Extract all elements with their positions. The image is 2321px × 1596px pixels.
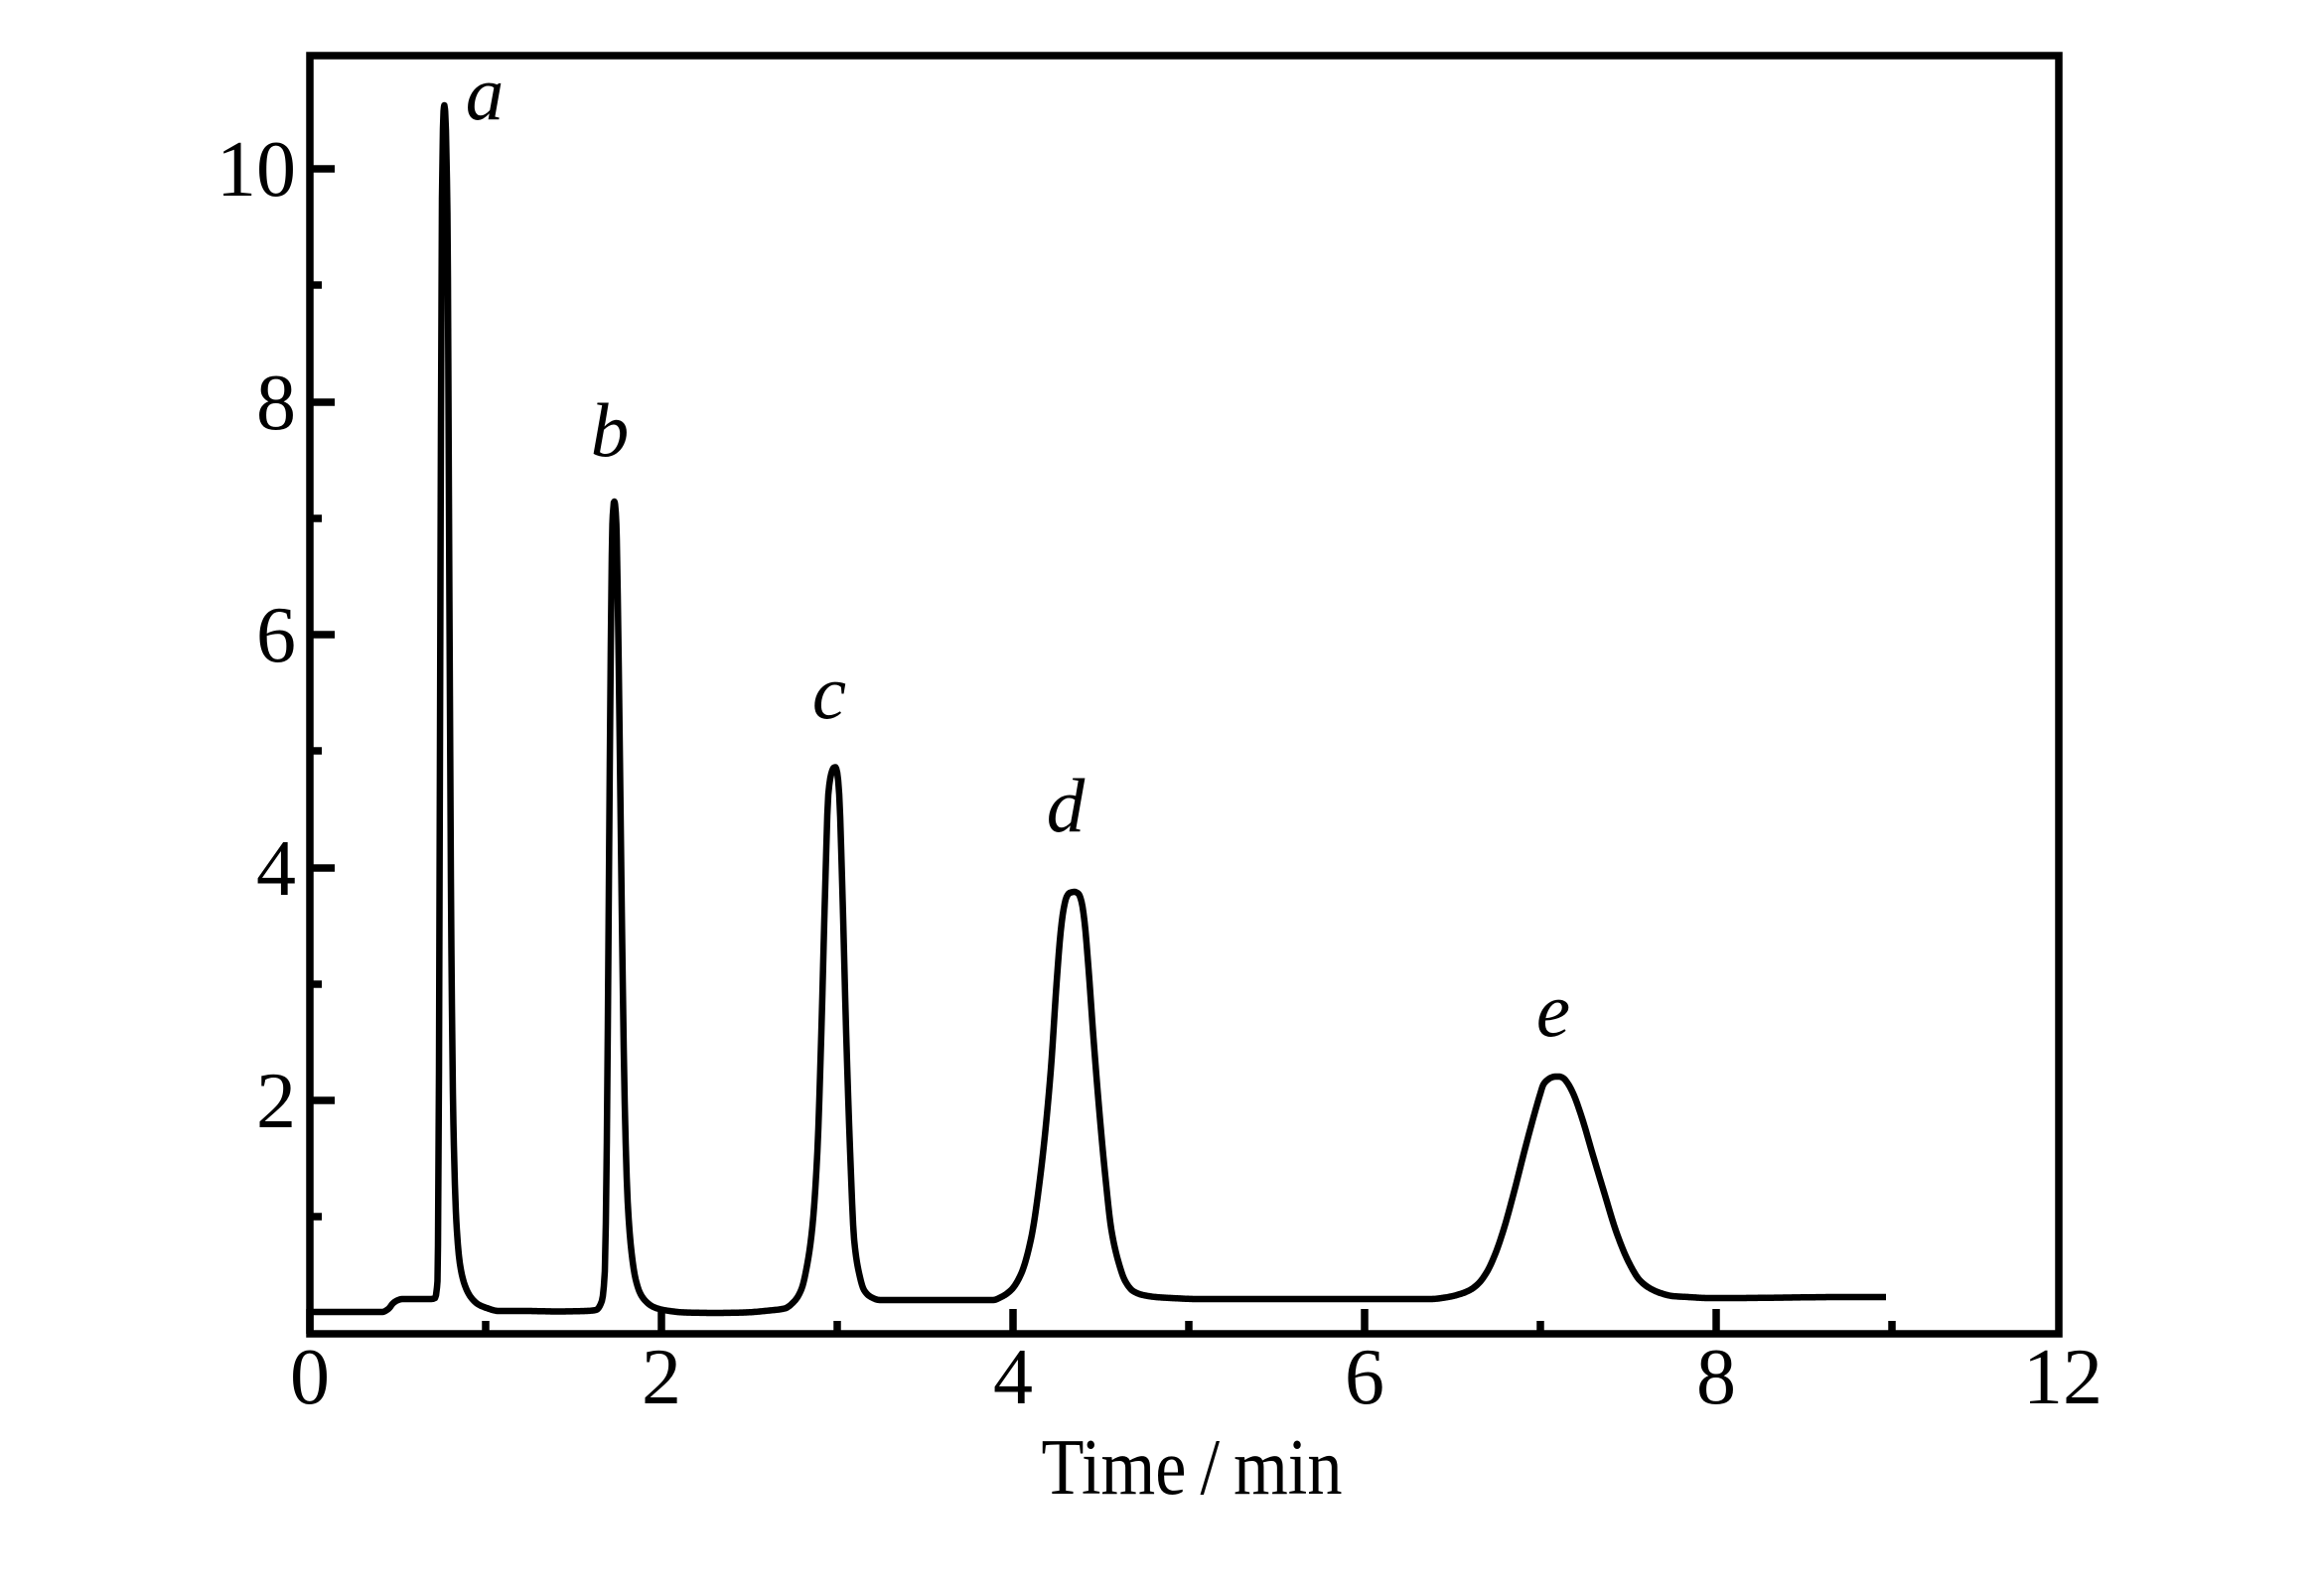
- svg-text:e: e: [1536, 967, 1570, 1053]
- svg-text:b: b: [591, 387, 630, 473]
- svg-text:4: 4: [256, 825, 296, 913]
- svg-text:d: d: [1047, 763, 1086, 848]
- svg-text:c: c: [812, 650, 846, 735]
- svg-text:6: 6: [1345, 1334, 1384, 1421]
- svg-text:8: 8: [256, 360, 296, 447]
- svg-text:8: 8: [1696, 1334, 1736, 1421]
- svg-text:4: 4: [993, 1334, 1033, 1421]
- svg-text:Time / min: Time / min: [1042, 1424, 1343, 1512]
- svg-text:2: 2: [642, 1334, 681, 1421]
- svg-text:2: 2: [256, 1058, 296, 1145]
- svg-text:10: 10: [217, 126, 296, 214]
- svg-text:6: 6: [256, 592, 296, 679]
- svg-text:a: a: [466, 51, 505, 136]
- svg-text:12: 12: [2023, 1334, 2103, 1421]
- svg-text:0: 0: [290, 1334, 330, 1421]
